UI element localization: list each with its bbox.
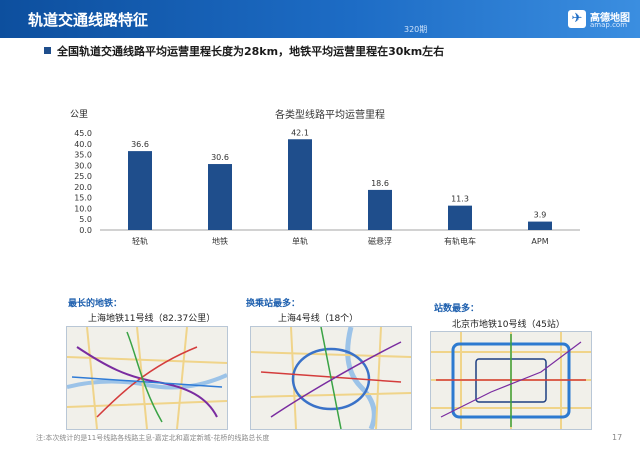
data-label: 30.6 xyxy=(211,153,229,162)
bar xyxy=(448,205,472,230)
caption-stations: 北京市地铁10号线（45站） xyxy=(452,320,565,330)
y-tick-label: 25.0 xyxy=(74,172,92,181)
data-label: 11.3 xyxy=(451,195,469,204)
square-bullet-icon xyxy=(44,47,51,54)
map-shanghai-line4-drawing xyxy=(251,327,411,429)
y-axis-label: 公里 xyxy=(70,109,88,120)
section-label-longest: 最长的地铁： xyxy=(68,299,123,309)
y-tick-label: 20.0 xyxy=(74,183,92,192)
y-tick-label: 15.0 xyxy=(74,194,92,203)
amap-logo: ✈ 高德地图 amap.com xyxy=(568,6,632,32)
caption-longest: 上海地铁11号线（82.37公里） xyxy=(88,314,216,324)
bar xyxy=(208,164,232,230)
map-shanghai-line11-drawing xyxy=(67,327,227,429)
section-label-stations: 站数最多： xyxy=(434,304,480,314)
x-tick-label: 地铁 xyxy=(212,236,228,246)
chart-title: 各类型线路平均运营里程 xyxy=(275,108,385,121)
y-tick-label: 45.0 xyxy=(74,129,92,138)
bar xyxy=(368,189,392,230)
x-tick-label: 磁悬浮 xyxy=(368,236,392,246)
data-label: 42.1 xyxy=(291,128,309,137)
issue-tag: 320期 xyxy=(404,25,428,34)
logo-url: amap.com xyxy=(590,21,628,29)
map-beijing-line10 xyxy=(430,331,592,430)
y-tick-label: 30.0 xyxy=(74,161,92,170)
bar-chart: 各类型线路平均运营里程公里0.05.010.015.020.025.030.03… xyxy=(70,108,580,246)
data-label: 36.6 xyxy=(131,140,149,149)
y-tick-label: 35.0 xyxy=(74,151,92,160)
page-title: 轨道交通线路特征 xyxy=(28,11,149,29)
y-tick-label: 0.0 xyxy=(79,226,92,235)
map-shanghai-line4 xyxy=(250,326,412,430)
x-tick-label: APM xyxy=(531,237,548,246)
x-tick-label: 单轨 xyxy=(292,236,308,246)
logo-name: 高德地图 xyxy=(590,13,630,24)
map-beijing-line10-drawing xyxy=(431,332,591,429)
map-shanghai-line11 xyxy=(66,326,228,430)
y-tick-label: 40.0 xyxy=(74,140,92,149)
data-label: 3.9 xyxy=(534,211,547,220)
y-tick-label: 5.0 xyxy=(79,215,92,224)
data-label: 18.6 xyxy=(371,179,389,188)
header-bar: 轨道交通线路特征 320期 ✈ 高德地图 amap.com xyxy=(0,0,640,38)
y-tick-label: 10.0 xyxy=(74,204,92,213)
footnote: 注:本次统计的是11号线路各线路主息-嘉定北和嘉定新城-花桥的线路总长度 xyxy=(36,434,270,442)
page-number: 17 xyxy=(612,433,623,442)
amap-plane-icon: ✈ xyxy=(568,10,586,28)
caption-transfer: 上海4号线（18个） xyxy=(278,314,359,324)
x-tick-label: 有轨电车 xyxy=(444,236,476,246)
bar xyxy=(128,151,152,230)
headline-text: 全国轨道交通线路平均运营里程长度为28km，地铁平均运营里程在30km左右 xyxy=(57,45,445,58)
bar xyxy=(528,221,552,230)
x-tick-label: 轻轨 xyxy=(132,236,148,246)
headline: 全国轨道交通线路平均运营里程长度为28km，地铁平均运营里程在30km左右 xyxy=(44,43,444,59)
bar xyxy=(288,139,312,230)
section-label-transfer: 换乘站最多： xyxy=(246,299,301,309)
